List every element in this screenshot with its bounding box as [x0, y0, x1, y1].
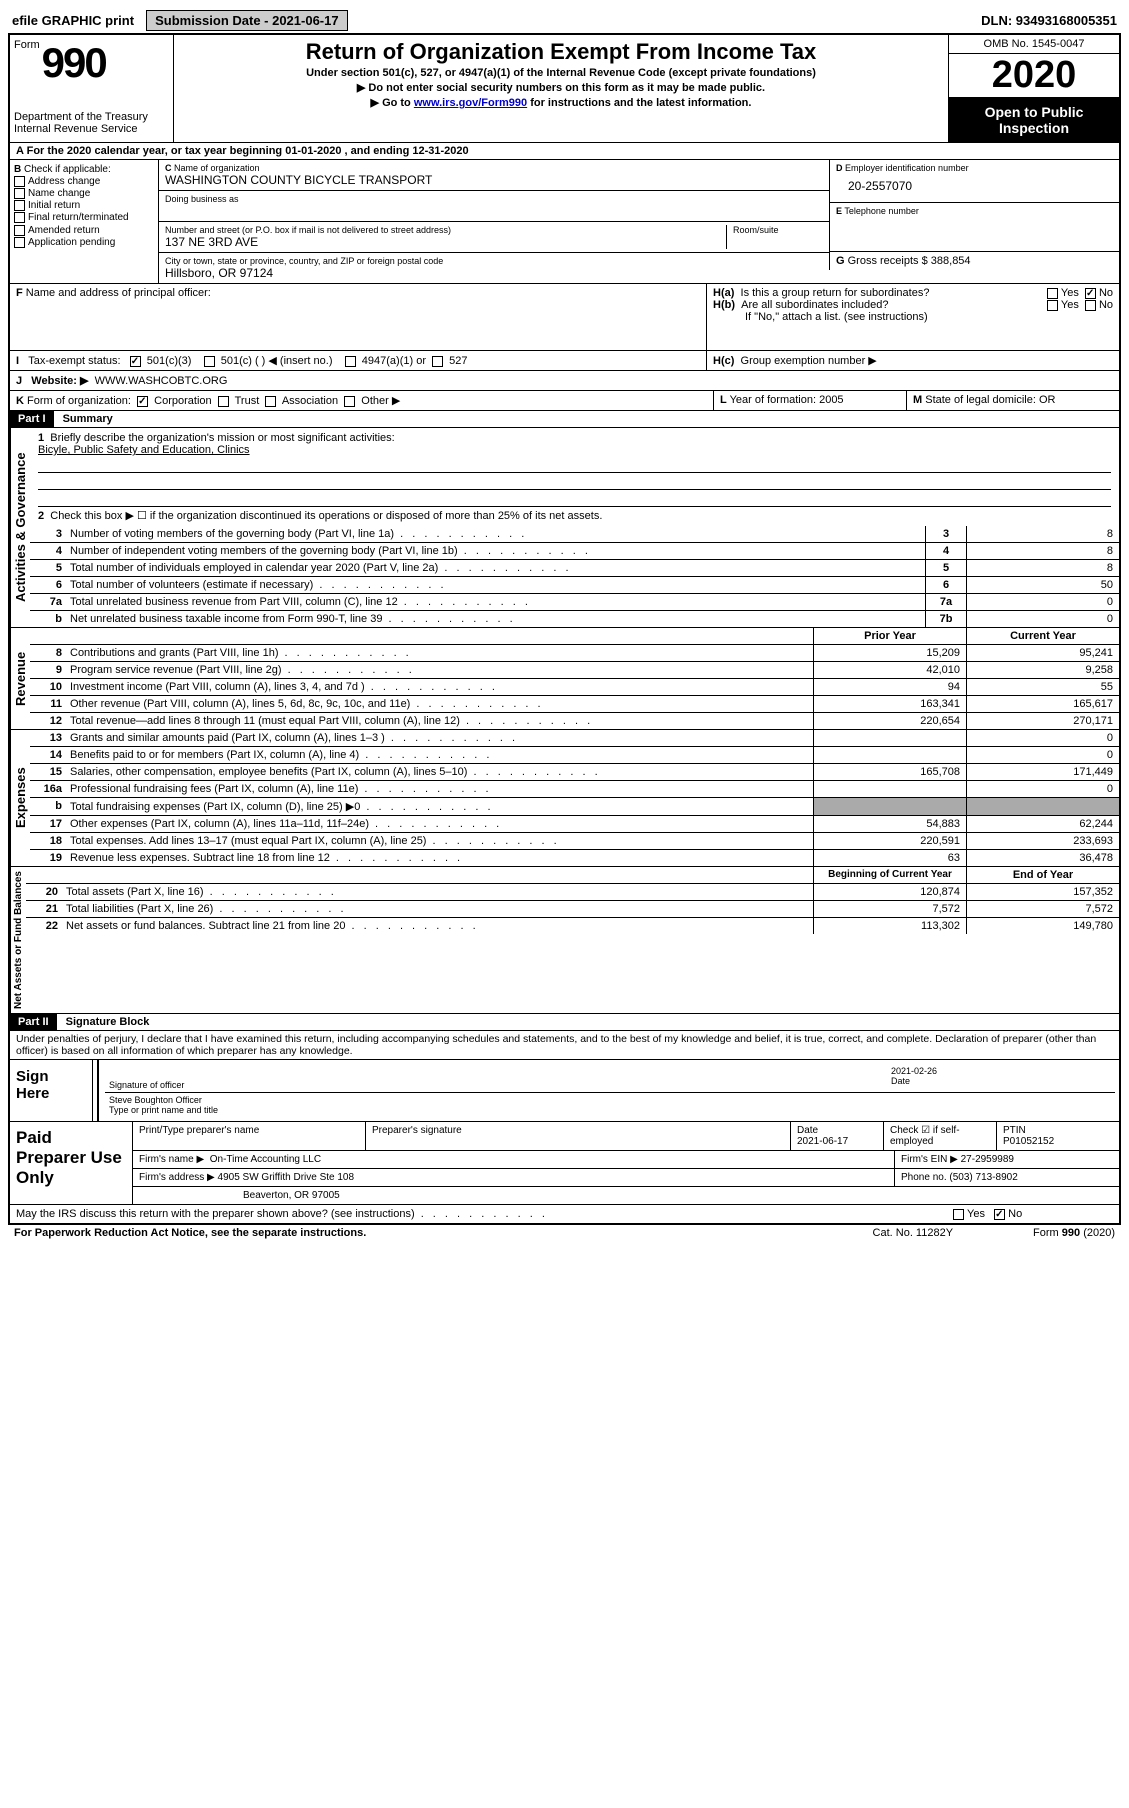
expenses-section: Expenses 13Grants and similar amounts pa…: [10, 730, 1119, 867]
summary-line: 11Other revenue (Part VIII, column (A), …: [30, 696, 1119, 713]
box-b: B Check if applicable: Address change Na…: [10, 160, 159, 283]
row-f-h: F Name and address of principal officer:…: [10, 284, 1119, 351]
summary-line: 13Grants and similar amounts paid (Part …: [30, 730, 1119, 747]
box-d-e-g: D Employer identification number 20-2557…: [829, 160, 1119, 283]
summary-line: 14Benefits paid to or for members (Part …: [30, 747, 1119, 764]
ein-value: 20-2557070: [836, 173, 1113, 199]
revenue-section: Revenue Prior Year Current Year 8Contrib…: [10, 628, 1119, 730]
website: WWW.WASHCOBTC.ORG: [95, 375, 228, 387]
summary-line: 12Total revenue—add lines 8 through 11 (…: [30, 713, 1119, 729]
form-number: 990: [42, 39, 106, 87]
mission-text: Bicyle, Public Safety and Education, Cli…: [38, 444, 1111, 456]
row-i: I Tax-exempt status: 501(c)(3) 501(c) ( …: [10, 351, 1119, 371]
summary-line: 18Total expenses. Add lines 13–17 (must …: [30, 833, 1119, 850]
box-c: C Name of organization WASHINGTON COUNTY…: [159, 160, 829, 283]
summary-line: 22Net assets or fund balances. Subtract …: [26, 918, 1119, 934]
form-title: Return of Organization Exempt From Incom…: [182, 39, 940, 65]
summary-line: 8Contributions and grants (Part VIII, li…: [30, 645, 1119, 662]
org-name: WASHINGTON COUNTY BICYCLE TRANSPORT: [165, 173, 823, 187]
omb-number: OMB No. 1545-0047: [949, 35, 1119, 54]
form-header: Form 990 Department of the Treasury Inte…: [10, 35, 1119, 143]
tax-year: 2020: [949, 54, 1119, 98]
inspection-notice: Open to Public Inspection: [949, 98, 1119, 142]
discuss-row: May the IRS discuss this return with the…: [10, 1204, 1119, 1223]
summary-line: 9Program service revenue (Part VIII, lin…: [30, 662, 1119, 679]
part-2-header: Part II Signature Block: [10, 1014, 1119, 1031]
row-j: J Website: ▶ WWW.WASHCOBTC.ORG: [10, 371, 1119, 391]
summary-line: bTotal fundraising expenses (Part IX, co…: [30, 798, 1119, 816]
irs-link[interactable]: www.irs.gov/Form990: [414, 97, 527, 109]
org-address: 137 NE 3RD AVE: [165, 235, 726, 249]
sign-here-section: Sign Here Signature of officer 2021-02-2…: [10, 1060, 1119, 1122]
summary-line: 7aTotal unrelated business revenue from …: [30, 594, 1119, 611]
paid-preparer-section: Paid Preparer Use Only Print/Type prepar…: [10, 1122, 1119, 1204]
gross-receipts: 388,854: [931, 255, 971, 267]
perjury-declaration: Under penalties of perjury, I declare th…: [10, 1031, 1119, 1060]
summary-line: 19Revenue less expenses. Subtract line 1…: [30, 850, 1119, 866]
net-assets-section: Net Assets or Fund Balances Beginning of…: [10, 867, 1119, 1014]
firm-name: On-Time Accounting LLC: [210, 1154, 321, 1165]
summary-line: 15Salaries, other compensation, employee…: [30, 764, 1119, 781]
officer-name: Steve Boughton Officer: [109, 1095, 1111, 1105]
summary-line: 4Number of independent voting members of…: [30, 543, 1119, 560]
summary-line: 16aProfessional fundraising fees (Part I…: [30, 781, 1119, 798]
subtitle-3: Go to www.irs.gov/Form990 for instructio…: [182, 96, 940, 109]
summary-line: 10Investment income (Part VIII, column (…: [30, 679, 1119, 696]
row-k-l-m: K Form of organization: Corporation Trus…: [10, 391, 1119, 411]
form-990: Form 990 Department of the Treasury Inte…: [8, 33, 1121, 1225]
summary-line: bNet unrelated business taxable income f…: [30, 611, 1119, 627]
summary-line: 6Total number of volunteers (estimate if…: [30, 577, 1119, 594]
footer: For Paperwork Reduction Act Notice, see …: [8, 1225, 1121, 1241]
summary-line: 5Total number of individuals employed in…: [30, 560, 1119, 577]
submission-date-btn[interactable]: Submission Date - 2021-06-17: [146, 10, 348, 31]
summary-line: 17Other expenses (Part IX, column (A), l…: [30, 816, 1119, 833]
efile-label: efile GRAPHIC print: [12, 13, 134, 28]
part-1-header: Part I Summary: [10, 411, 1119, 428]
dln-label: DLN: 93493168005351: [981, 13, 1117, 28]
entity-info-section: B Check if applicable: Address change Na…: [10, 160, 1119, 284]
summary-line: 20Total assets (Part X, line 16)120,8741…: [26, 884, 1119, 901]
activities-governance: Activities & Governance 1 Briefly descri…: [10, 428, 1119, 628]
subtitle-2: Do not enter social security numbers on …: [182, 81, 940, 94]
org-city: Hillsboro, OR 97124: [165, 266, 823, 280]
dept-label: Department of the Treasury Internal Reve…: [14, 111, 169, 135]
row-a-period: A For the 2020 calendar year, or tax yea…: [10, 143, 1119, 160]
summary-line: 3Number of voting members of the governi…: [30, 526, 1119, 543]
subtitle-1: Under section 501(c), 527, or 4947(a)(1)…: [182, 67, 940, 79]
form-word: Form: [14, 39, 40, 51]
top-bar: efile GRAPHIC print Submission Date - 20…: [8, 8, 1121, 33]
summary-line: 21Total liabilities (Part X, line 26)7,5…: [26, 901, 1119, 918]
